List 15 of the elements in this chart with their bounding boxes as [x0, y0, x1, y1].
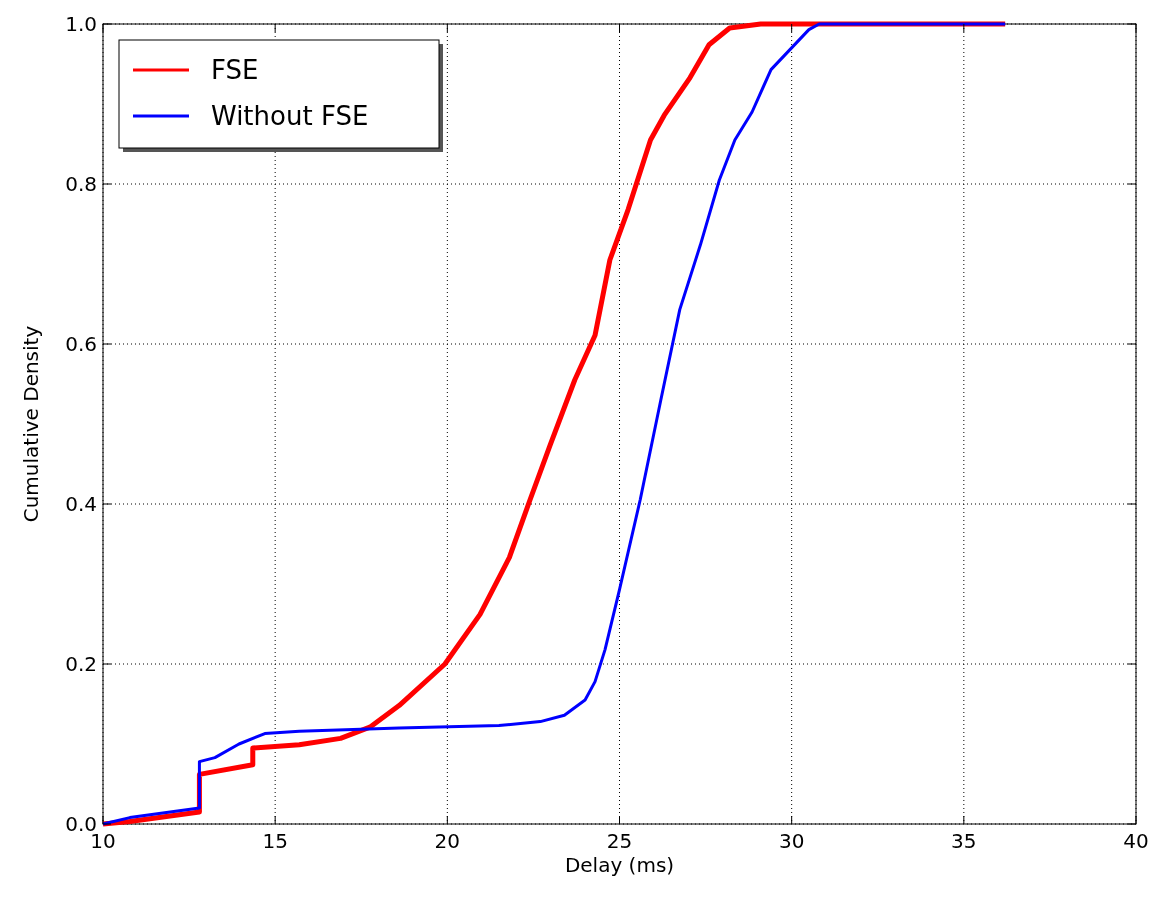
x-tick-label: 30 — [778, 829, 805, 853]
x-axis-title: Delay (ms) — [564, 853, 675, 877]
x-tick-label: 35 — [951, 829, 977, 853]
x-tick-label: 20 — [434, 829, 461, 853]
x-tick-label: 25 — [606, 829, 633, 853]
legend-label: FSE — [211, 55, 259, 85]
y-tick-label: 0.2 — [65, 652, 97, 676]
y-tick-label: 1.0 — [65, 12, 97, 36]
y-tick-label: 0.4 — [65, 492, 97, 516]
y-tick-label: 0.6 — [65, 332, 97, 356]
x-tick-label: 40 — [1123, 829, 1149, 853]
y-axis-title: Cumulative Density — [19, 325, 43, 523]
x-tick-label: 15 — [262, 829, 288, 853]
y-tick-label: 0.8 — [65, 172, 97, 196]
legend-label: Without FSE — [211, 101, 369, 131]
